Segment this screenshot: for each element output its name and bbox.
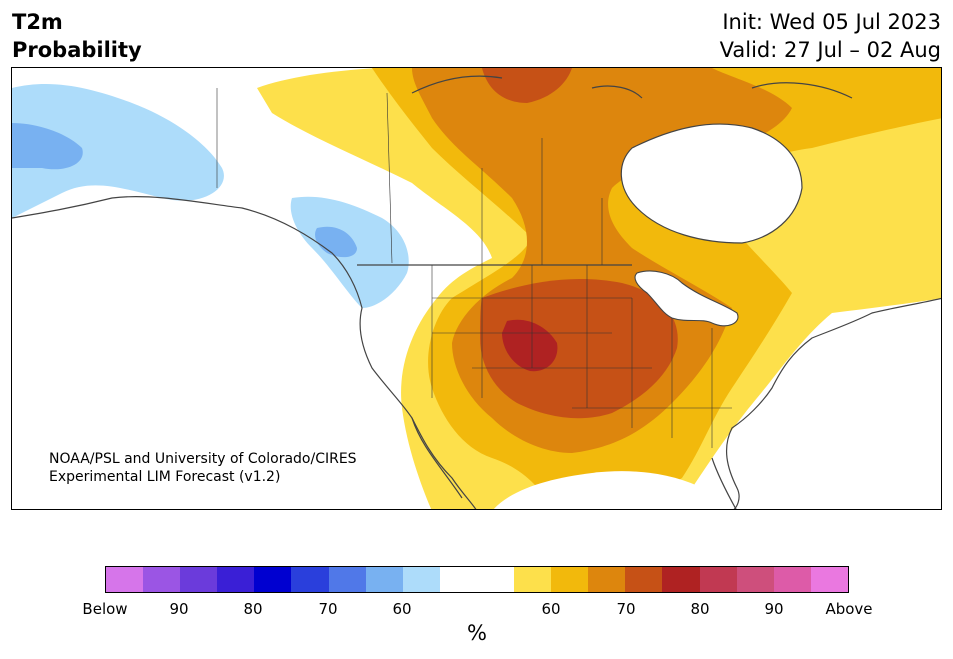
east-coast-outline (726, 297, 941, 509)
state-province-borders (216, 88, 732, 448)
attribution: NOAA/PSL and University of Colorado/CIRE… (49, 450, 357, 486)
alaska-light-blue-region (12, 83, 224, 218)
title-metric: Probability (12, 38, 142, 62)
colorbar-segment (625, 567, 663, 592)
probability-map (12, 68, 941, 509)
warm-region-75 (480, 278, 678, 419)
colorbar-tick-below-60: 60 (392, 600, 412, 618)
colorbar-tick-below: Below (82, 600, 128, 618)
colorbar-segment (106, 567, 144, 592)
hudson-bay-water (620, 123, 803, 244)
colorbar-segment (514, 567, 552, 592)
colorbar-segment (291, 567, 329, 592)
colorbar-segment (476, 567, 515, 592)
colorbar-segment (662, 567, 700, 592)
colorbar-segment (254, 567, 292, 592)
colorbar-segment (736, 567, 774, 592)
arctic-islands (411, 75, 853, 99)
colorbar-segment (365, 567, 403, 592)
title-variable: T2m (12, 10, 63, 34)
colorbar-segment (402, 567, 440, 592)
map-outlines (12, 75, 941, 509)
florida-outline (711, 457, 737, 509)
plot-title: T2m Probability (12, 8, 142, 64)
colorbar-tick-above-80: 80 (690, 600, 710, 618)
colorbar-unit: % (467, 621, 487, 645)
colorbar-segment (143, 567, 181, 592)
colorbar-tick-below-90: 90 (169, 600, 189, 618)
colorbar-segment (328, 567, 366, 592)
pnw-blue-core (315, 226, 357, 258)
map-panel (11, 67, 942, 510)
central-plains-80 (502, 319, 558, 372)
colorbar-segment (773, 567, 811, 592)
colorbar-tick-above-70: 70 (616, 600, 636, 618)
west-coast-outline (12, 196, 477, 509)
colorbar-tick-above: Above (825, 600, 873, 618)
colorbar-segment (217, 567, 255, 592)
colorbar-tick-below-80: 80 (243, 600, 263, 618)
colorbar-segment (439, 567, 477, 592)
colorbar-segment (551, 567, 589, 592)
colorbar-segment (810, 567, 848, 592)
colorbar-tick-above-60: 60 (541, 600, 561, 618)
valid-period: Valid: 27 Jul – 02 Aug (719, 38, 941, 62)
attribution-line1: NOAA/PSL and University of Colorado/CIRE… (49, 451, 357, 467)
colorbar-tick-above-90: 90 (764, 600, 784, 618)
alaska-blue-core (12, 123, 83, 170)
init-date: Init: Wed 05 Jul 2023 (722, 10, 941, 34)
great-lakes-water (634, 270, 739, 327)
colorbar-segment (180, 567, 218, 592)
north-canada-75 (482, 68, 572, 103)
colorbar-segment (588, 567, 626, 592)
attribution-line2: Experimental LIM Forecast (v1.2) (49, 469, 281, 485)
gulf-of-mexico-water (493, 471, 712, 509)
colorbar-tick-below-70: 70 (318, 600, 338, 618)
baja-peninsula (411, 417, 463, 499)
forecast-dates: Init: Wed 05 Jul 2023 Valid: 27 Jul – 02… (720, 8, 941, 64)
colorbar (105, 566, 849, 593)
colorbar-segment (699, 567, 737, 592)
